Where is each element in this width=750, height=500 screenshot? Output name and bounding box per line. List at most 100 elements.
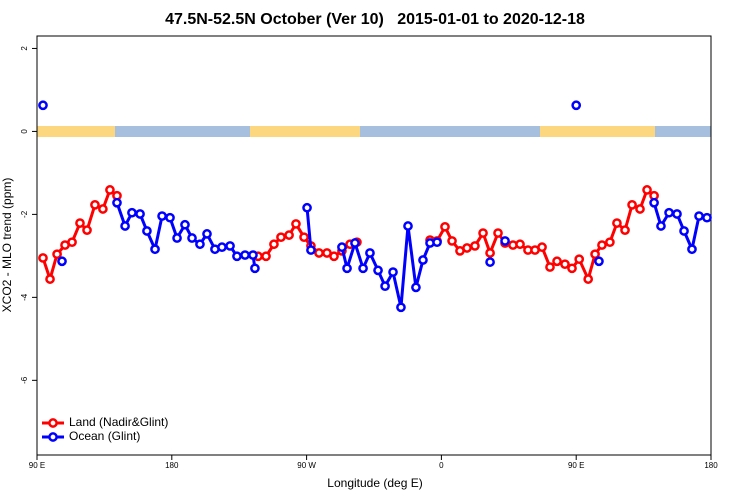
data-point — [545, 262, 555, 272]
data-point — [142, 226, 152, 236]
data-point — [82, 225, 92, 236]
series-line — [115, 202, 708, 309]
data-point — [57, 256, 67, 267]
data-point — [552, 256, 562, 267]
data-point — [165, 212, 175, 223]
land-ocean-strip — [37, 126, 711, 137]
data-point — [52, 249, 62, 260]
data-point — [38, 253, 48, 263]
data-point — [291, 219, 301, 229]
y-tick-label: -4 — [20, 293, 29, 301]
legend-label: Ocean (Glint) — [69, 429, 140, 443]
x-tick-label: 90 W — [297, 461, 316, 470]
data-point — [187, 233, 197, 243]
data-point — [90, 199, 100, 210]
x-tick-label: 180 — [165, 461, 179, 470]
data-point — [583, 274, 594, 284]
data-point — [418, 255, 428, 265]
y-tick-label: 0 — [20, 129, 29, 134]
data-point — [605, 237, 615, 248]
data-point — [225, 241, 235, 251]
data-point — [250, 263, 260, 274]
data-point — [620, 225, 630, 236]
data-point — [337, 242, 347, 253]
data-point — [45, 274, 55, 284]
data-point — [635, 204, 645, 214]
data-point — [284, 230, 294, 240]
data-point — [202, 229, 212, 239]
x-tick-label: 90 E — [29, 461, 45, 470]
data-point — [269, 239, 279, 250]
data-point — [329, 251, 339, 262]
data-point — [380, 281, 390, 292]
data-point — [358, 263, 368, 274]
data-point — [642, 185, 652, 195]
data-point — [672, 209, 682, 219]
data-point — [135, 209, 145, 219]
data-point — [656, 221, 666, 231]
data-point — [365, 248, 375, 258]
plot-frame — [36, 35, 712, 456]
data-point — [261, 251, 271, 262]
data-point — [38, 100, 48, 111]
data-point — [594, 256, 604, 267]
data-point — [537, 242, 547, 253]
x-axis-label: Longitude (deg E) — [327, 476, 422, 490]
data-point — [432, 237, 442, 248]
data-point — [567, 263, 577, 274]
data-point — [597, 240, 607, 250]
data-point — [127, 207, 137, 218]
data-point — [571, 100, 582, 111]
data-point — [649, 197, 659, 208]
data-point — [350, 238, 360, 248]
data-point — [485, 257, 495, 267]
data-point — [462, 243, 472, 253]
data-point — [67, 237, 77, 248]
data-point — [180, 219, 190, 230]
data-point — [105, 185, 115, 195]
data-point — [302, 202, 312, 213]
data-point — [627, 199, 637, 210]
data-point — [470, 241, 480, 251]
data-point — [248, 250, 258, 260]
data-point — [120, 221, 130, 231]
data-point — [172, 233, 182, 243]
data-point — [612, 218, 622, 228]
y-tick-label: -6 — [20, 376, 29, 384]
chart-title: 47.5N-52.5N October (Ver 10) 2015-01-01 … — [165, 11, 585, 28]
data-point — [306, 245, 316, 255]
data-point — [299, 232, 309, 243]
data-point — [664, 207, 674, 218]
data-point — [388, 267, 398, 277]
data-point — [240, 250, 250, 260]
data-point — [276, 232, 286, 243]
legend-marker — [48, 418, 58, 428]
data-point — [574, 254, 585, 265]
x-tick-label: 180 — [704, 461, 718, 470]
data-point — [500, 236, 510, 246]
data-point — [150, 244, 160, 255]
legend-label: Land (Nadir&Glint) — [69, 415, 168, 429]
data-point — [687, 244, 697, 255]
data-point — [232, 251, 242, 262]
data-point — [411, 282, 421, 293]
data-point — [560, 259, 570, 270]
data-point — [590, 249, 600, 260]
data-point — [373, 265, 383, 276]
data-point — [447, 236, 457, 246]
data-point — [679, 226, 689, 236]
data-point — [478, 228, 488, 238]
x-tick-label: 0 — [439, 461, 444, 470]
y-tick-label: 2 — [20, 46, 29, 51]
data-point — [342, 263, 352, 274]
data-point — [440, 221, 450, 232]
data-point — [485, 248, 495, 258]
y-axis-label: XCO2 - MLO trend (ppm) — [0, 178, 14, 313]
data-point — [112, 197, 122, 208]
data-point — [515, 239, 525, 250]
data-point — [396, 302, 406, 313]
data-point — [157, 211, 167, 221]
y-tick-label: -2 — [20, 210, 29, 218]
data-point — [493, 228, 503, 238]
